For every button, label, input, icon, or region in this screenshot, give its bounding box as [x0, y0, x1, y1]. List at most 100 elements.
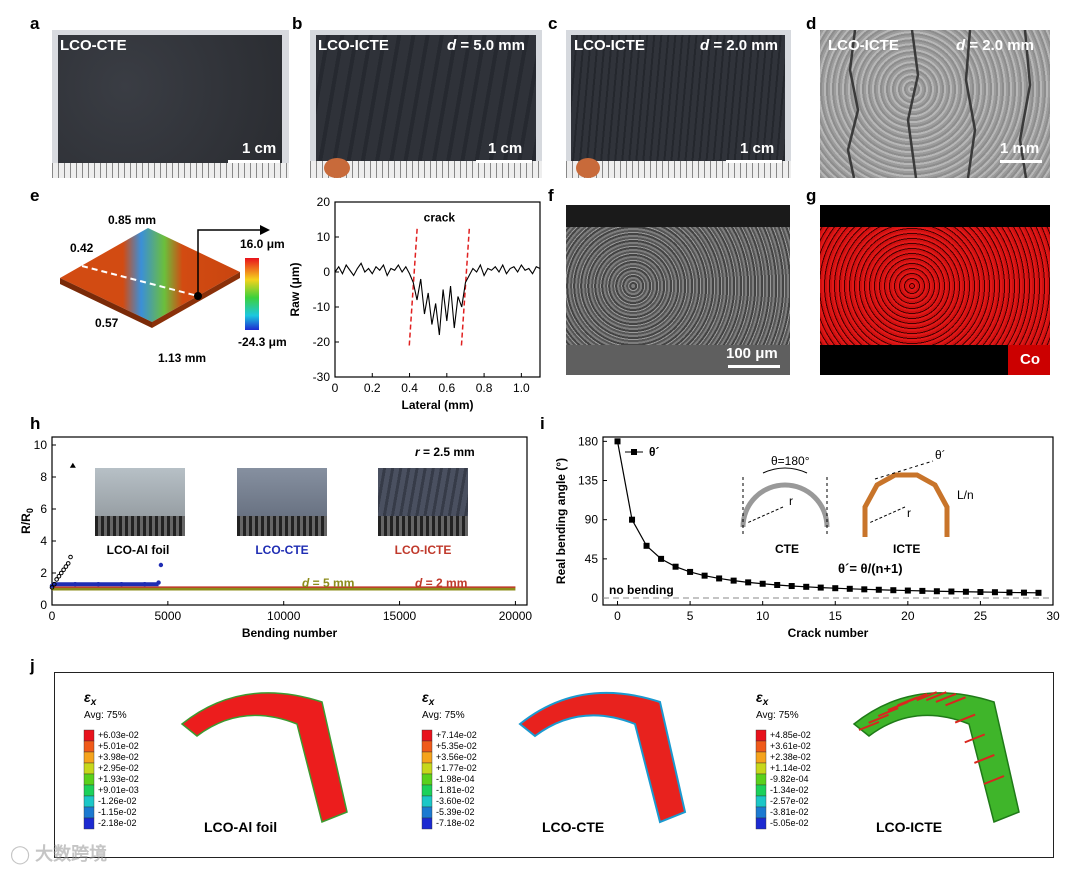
model-label: LCO-CTE: [542, 819, 604, 835]
scale-bar: [1000, 160, 1042, 163]
legend-swatch: [83, 751, 95, 764]
legend-tick: +3.61e-02: [770, 741, 811, 751]
x-tick-label: 0: [614, 609, 621, 623]
plot-frame: [334, 201, 541, 378]
legend-tick: -9.82e-04: [770, 774, 809, 784]
point-al-foil: [52, 581, 57, 587]
radius-line: [868, 506, 906, 524]
surface-side: [152, 272, 240, 328]
legend-tick: +2.38e-02: [770, 752, 811, 762]
legend-swatch: [421, 784, 433, 797]
strain-symbol-part: x: [90, 697, 97, 708]
fem-model-icte: [852, 692, 1020, 824]
element-badge: [1008, 345, 1050, 375]
surface-side: [60, 278, 152, 328]
photo-b: LCO-ICTE d = 5.0 mm 1 cm: [310, 30, 542, 178]
x-tick-label: 0: [49, 609, 56, 623]
panel-label-c: c: [548, 14, 558, 33]
legend-tick: -3.81e-02: [770, 807, 809, 817]
point-al-foil: [56, 573, 62, 579]
legend-swatch: [421, 740, 433, 753]
y-tick-label: 45: [585, 552, 599, 566]
no-bending-label: no bending: [609, 583, 674, 597]
angle-point: [904, 587, 911, 594]
photo-a: LCO-CTE 1 cm: [52, 30, 289, 178]
panel-label-j: j: [30, 656, 35, 675]
radius-line: [746, 506, 784, 524]
x-tick-label: 5: [687, 609, 694, 623]
x-tick-label: 20: [901, 609, 915, 623]
plot-frame: [51, 436, 528, 606]
legend-swatch: [421, 795, 433, 808]
crack-segment: [935, 693, 957, 703]
angle-point: [832, 585, 839, 592]
crack-segment: [925, 691, 947, 702]
legend-swatch: [421, 806, 433, 819]
strain-symbol: εx: [84, 689, 97, 708]
y-axis-label: Raw (μm): [288, 262, 302, 316]
copper-tab: [324, 158, 350, 178]
strain-symbol: εx: [756, 689, 769, 708]
d2-label-part: d: [415, 576, 423, 590]
panel-label-d: d: [806, 14, 817, 33]
legend-swatch: [755, 740, 767, 753]
radius-label-part: r: [415, 445, 421, 459]
angle-point: [803, 583, 810, 590]
legend-swatch: [83, 784, 95, 797]
strain-symbol-part: ε: [422, 689, 429, 705]
model-label: LCO-ICTE: [876, 819, 942, 835]
crack-boundary: [408, 226, 419, 346]
crack-segment: [983, 775, 1005, 785]
legend-tick: -3.60e-02: [436, 796, 475, 806]
sample-label-cte: LCO-CTE: [255, 543, 308, 557]
legend-swatch: [83, 740, 95, 753]
legend-swatch: [755, 784, 767, 797]
cte-label: CTE: [775, 542, 799, 556]
x-tick-label: 1.0: [513, 381, 530, 395]
y-tick-label: 8: [40, 470, 47, 484]
ruler: [310, 161, 542, 178]
point-al-foil: [65, 561, 71, 566]
point-cte: [158, 562, 164, 568]
dim-bottom: 1.13 mm: [158, 351, 206, 365]
d5-label-part: d: [302, 576, 310, 590]
sample-label-al-foil: LCO-Al foil: [107, 543, 170, 557]
legend-swatch: [421, 751, 433, 764]
legend-tick: +1.14e-02: [770, 763, 811, 773]
crack-segment: [945, 696, 966, 707]
legend-swatch: [755, 773, 767, 786]
inset-photo-icte: [378, 468, 468, 536]
legend-swatch: [755, 817, 767, 830]
colorbar-min: -24.3 μm: [238, 335, 287, 349]
icte-polygon: [862, 472, 950, 537]
y-tick-label: -20: [313, 335, 331, 349]
angle-point: [962, 588, 969, 595]
colorbar: [245, 258, 259, 330]
legend-tick: -7.18e-02: [436, 818, 475, 828]
x-tick-label: 20000: [499, 609, 533, 623]
point-al-foil: [49, 585, 55, 590]
photo-g-element: Co: [1020, 351, 1040, 368]
panel-label-e: e: [30, 186, 40, 205]
y-tick-label: 90: [585, 513, 599, 527]
theta-180: θ=180°: [771, 454, 810, 468]
photo-d-scale: 1 mm: [1000, 140, 1040, 157]
x-tick-label: 5000: [155, 609, 182, 623]
legend-marker: [631, 449, 637, 455]
y-axis-label: R/R0: [20, 508, 35, 534]
crack-segment: [916, 691, 938, 702]
y-tick-label: 2: [40, 566, 47, 580]
photo-a-title: LCO-CTE: [60, 37, 127, 54]
legend-tick: -2.57e-02: [770, 796, 809, 806]
avg-label: Avg: 75%: [756, 710, 799, 721]
legend-tick: -1.98e-04: [436, 774, 475, 784]
y-tick-label: 0: [591, 591, 598, 605]
legend-swatch: [755, 762, 767, 775]
angle-point: [846, 585, 853, 592]
electrode-sheet: [571, 35, 785, 161]
legend-tick: +4.85e-02: [770, 730, 811, 740]
x-tick-label: 0: [332, 381, 339, 395]
clamp: [237, 516, 327, 536]
chart-i-angle: 0 5 10 15 20 25 30 0 45 90 135 180 Crack number Real …: [554, 434, 1060, 640]
